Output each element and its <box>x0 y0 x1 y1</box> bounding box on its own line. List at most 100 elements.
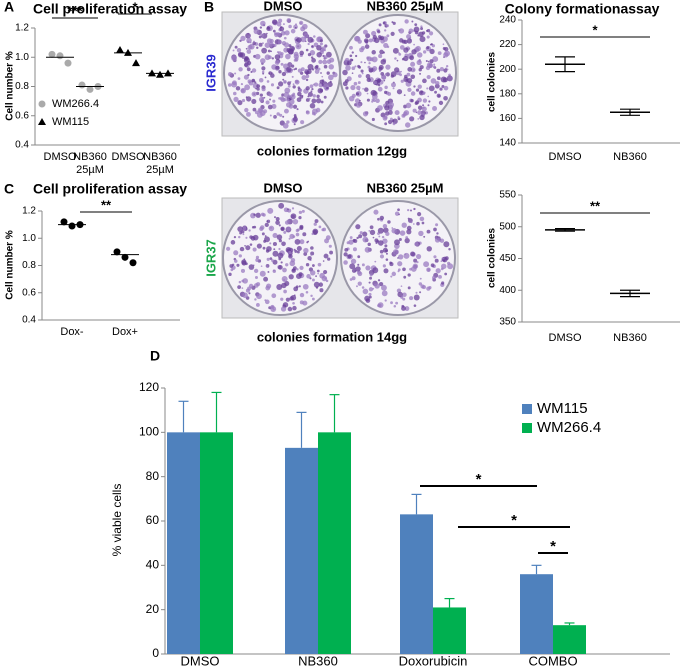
colony <box>274 32 279 38</box>
colony <box>299 292 305 298</box>
colony <box>302 300 308 306</box>
colony <box>264 235 267 237</box>
colony <box>239 39 242 43</box>
colony <box>249 243 253 246</box>
colony <box>406 225 412 231</box>
legend-swatch <box>522 423 532 433</box>
colony <box>301 95 304 97</box>
colony <box>329 57 335 63</box>
colony <box>436 232 439 235</box>
colony <box>366 56 372 62</box>
colony <box>252 234 259 241</box>
colony <box>365 33 371 39</box>
x-tick-label: NB360 <box>73 151 107 163</box>
colony <box>381 235 385 239</box>
colony <box>315 275 317 278</box>
colony <box>361 286 365 289</box>
colony <box>368 287 374 292</box>
colony <box>378 54 383 59</box>
colony <box>366 98 370 102</box>
colony <box>240 35 246 41</box>
colony <box>230 240 236 245</box>
y-axis-label: Cell number % <box>5 230 16 300</box>
colony <box>272 269 276 272</box>
colony <box>279 26 283 29</box>
bar <box>167 432 200 654</box>
y-tick-label: 20 <box>146 602 160 616</box>
colony <box>304 68 308 72</box>
colony <box>377 240 384 246</box>
colony <box>369 229 376 236</box>
colony <box>256 112 263 118</box>
colony <box>261 47 268 54</box>
colony <box>248 283 254 289</box>
colony <box>371 100 374 103</box>
colony <box>382 223 388 229</box>
colony <box>286 18 292 23</box>
colony <box>372 267 379 274</box>
significance-label: * <box>476 471 482 488</box>
colony <box>348 239 354 245</box>
colony <box>256 84 261 89</box>
colony <box>255 303 260 307</box>
colony <box>271 103 277 109</box>
colony <box>244 62 249 67</box>
colony <box>246 111 251 117</box>
colony <box>357 255 361 259</box>
colony <box>408 47 411 50</box>
significance-label: *** <box>67 3 83 18</box>
y-tick-label: 0.8 <box>22 260 36 271</box>
colony <box>384 122 388 126</box>
y-tick-label: 0.8 <box>15 81 29 92</box>
colony <box>419 36 426 43</box>
colony <box>307 36 314 43</box>
colony <box>311 88 314 91</box>
colony <box>299 225 304 231</box>
colony <box>364 61 366 64</box>
colony <box>391 228 397 234</box>
colony <box>403 47 409 53</box>
colony <box>271 19 278 25</box>
colony <box>368 281 371 284</box>
colony <box>374 260 377 263</box>
colony <box>240 87 246 94</box>
y-tick-label: 100 <box>139 425 159 439</box>
colony <box>253 28 260 35</box>
colony <box>230 268 234 272</box>
colony <box>248 292 251 295</box>
colony <box>377 279 381 282</box>
colony <box>267 271 270 273</box>
colony <box>357 281 362 286</box>
colony <box>420 284 425 289</box>
colony <box>300 36 307 43</box>
colony <box>326 71 330 75</box>
colony <box>248 229 251 232</box>
colony <box>354 35 360 42</box>
colony <box>291 75 294 78</box>
colony <box>392 47 399 54</box>
colony <box>321 75 324 78</box>
colony <box>261 66 266 71</box>
colony <box>404 19 409 24</box>
colony <box>357 270 362 275</box>
colony <box>373 99 376 103</box>
colony <box>247 73 250 77</box>
colony <box>282 23 285 26</box>
colony <box>271 293 277 299</box>
colony <box>258 35 262 39</box>
panel-label: C <box>4 181 14 197</box>
colony <box>290 93 296 100</box>
colony <box>260 58 266 64</box>
colony <box>255 258 259 262</box>
colony <box>413 43 415 46</box>
colony <box>421 106 427 112</box>
colony <box>357 64 361 68</box>
colony <box>368 229 371 232</box>
colony <box>368 292 372 296</box>
y-tick-label: 1.2 <box>22 206 36 217</box>
colony <box>279 113 283 117</box>
colony <box>314 219 319 223</box>
colony <box>245 262 248 266</box>
colony <box>282 122 289 129</box>
colony <box>348 95 355 102</box>
